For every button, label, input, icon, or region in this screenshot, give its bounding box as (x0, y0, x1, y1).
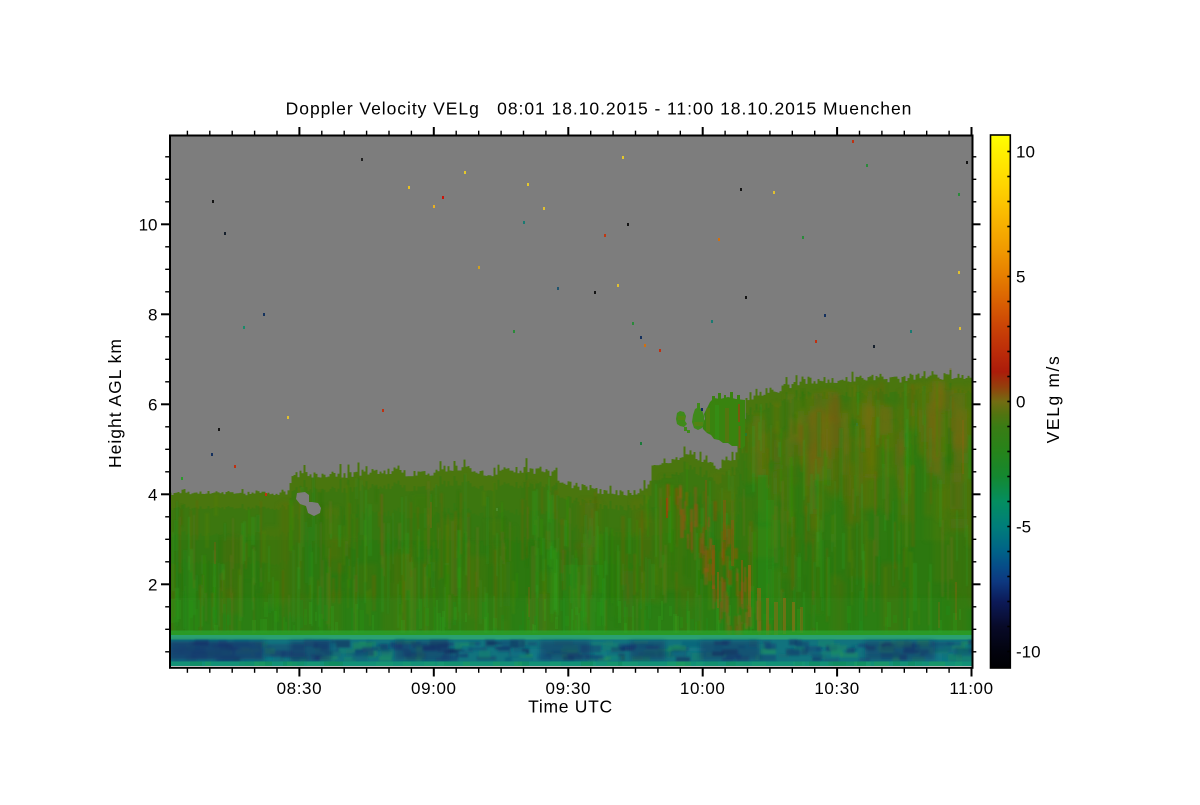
svg-text:5: 5 (1016, 268, 1025, 287)
svg-text:10:30: 10:30 (814, 679, 860, 698)
svg-text:0: 0 (1016, 393, 1025, 412)
svg-text:2: 2 (148, 576, 157, 595)
svg-text:10: 10 (1016, 143, 1035, 162)
svg-text:10: 10 (139, 216, 158, 235)
svg-text:09:30: 09:30 (546, 679, 592, 698)
svg-text:6: 6 (148, 396, 157, 415)
svg-text:08:30: 08:30 (277, 679, 323, 698)
svg-text:Height AGL km: Height AGL km (105, 338, 125, 468)
svg-text:4: 4 (148, 486, 157, 505)
svg-text:-5: -5 (1016, 518, 1031, 537)
svg-text:8: 8 (148, 306, 157, 325)
svg-text:-10: -10 (1016, 643, 1041, 662)
svg-text:Time UTC: Time UTC (528, 697, 613, 717)
svg-text:Doppler Velocity VELg 08:01: Doppler Velocity VELg 08:01 18.10.2015 -… (286, 99, 913, 119)
svg-text:10:00: 10:00 (680, 679, 726, 698)
svg-text:VELg m/s: VELg m/s (1043, 355, 1063, 444)
svg-text:09:00: 09:00 (411, 679, 457, 698)
svg-text:11:00: 11:00 (949, 679, 993, 698)
